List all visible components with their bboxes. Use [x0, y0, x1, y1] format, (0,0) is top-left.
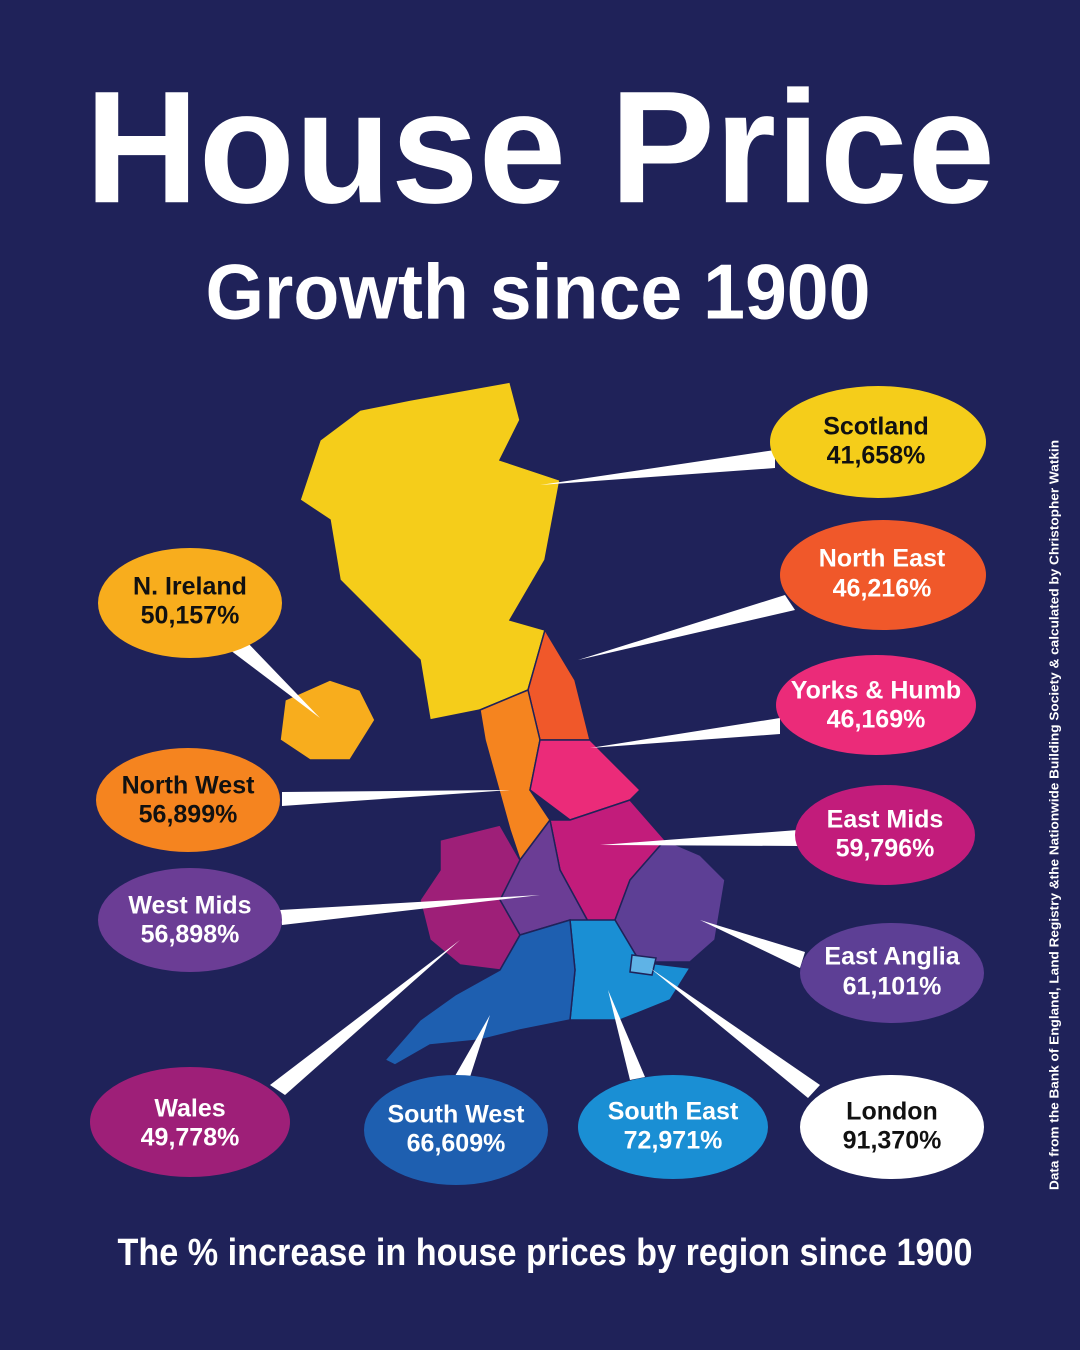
region-london	[629, 954, 657, 976]
region-name: N. Ireland	[133, 573, 247, 601]
region-name: East Mids	[827, 806, 944, 834]
region-value: 46,169%	[827, 706, 926, 734]
region-value: 56,898%	[141, 921, 240, 949]
region-name: East Anglia	[824, 943, 960, 971]
callout	[795, 785, 975, 885]
callout	[780, 520, 986, 630]
callout	[800, 923, 984, 1023]
callout-tails	[230, 450, 820, 1098]
footer: The % increase in house prices by region…	[118, 1232, 973, 1274]
tail	[608, 990, 645, 1080]
title: House Price	[85, 57, 995, 236]
region-value: 50,157%	[141, 602, 240, 630]
region-value: 61,101%	[843, 973, 942, 1001]
region-name: North East	[819, 545, 946, 573]
callout	[800, 1075, 984, 1179]
region-value: 72,971%	[624, 1127, 723, 1155]
region-south-west	[383, 919, 576, 1066]
callout	[98, 548, 282, 658]
region-name: South East	[608, 1098, 739, 1126]
tail	[280, 895, 540, 925]
region-name: South West	[387, 1101, 525, 1129]
region-n-ireland	[279, 679, 376, 761]
tail	[650, 968, 820, 1098]
tail	[282, 790, 510, 806]
region-name: Wales	[154, 1095, 225, 1123]
region-value: 49,778%	[141, 1124, 240, 1152]
callout	[96, 748, 280, 852]
region-value: 66,609%	[407, 1130, 506, 1158]
region-value: 56,899%	[139, 801, 238, 829]
region-name: Scotland	[823, 413, 929, 441]
tail	[578, 595, 795, 660]
tail	[590, 718, 780, 748]
callout	[578, 1075, 768, 1179]
region-value: 46,216%	[833, 575, 932, 603]
callout	[364, 1075, 548, 1185]
callout	[98, 868, 282, 972]
region-name: Yorks & Humb	[791, 677, 961, 705]
tail	[270, 940, 460, 1095]
map	[279, 381, 726, 1066]
region-value: 41,658%	[827, 442, 926, 470]
region-value: 91,370%	[843, 1127, 942, 1155]
callout	[90, 1067, 290, 1177]
subtitle: Growth since 1900	[206, 248, 871, 336]
tail	[230, 640, 320, 718]
source-note: Data from the Bank of England, Land Regi…	[1046, 440, 1061, 1190]
tail	[540, 450, 775, 485]
tail	[455, 1015, 490, 1077]
region-name: London	[846, 1098, 938, 1126]
region-name: North West	[122, 772, 256, 800]
callouts: Scotland 41,658% North East 46,216% York…	[90, 386, 986, 1185]
tail	[600, 830, 800, 846]
region-value: 59,796%	[836, 835, 935, 863]
callout	[776, 655, 976, 755]
callout	[770, 386, 986, 498]
region-name: West Mids	[128, 892, 251, 920]
tail	[700, 920, 805, 968]
